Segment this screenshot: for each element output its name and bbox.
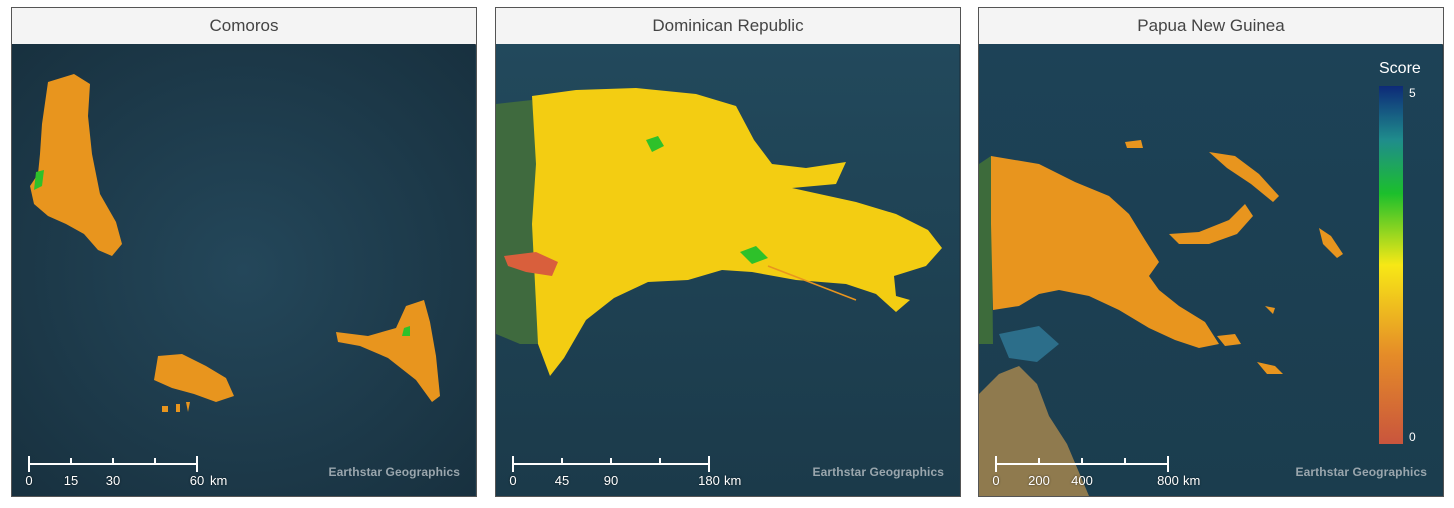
scale-tick-label: 0 <box>25 473 33 488</box>
map-panel-comoros: Comoros <box>11 7 477 497</box>
map-panel-papua-new-guinea: Papua New Guinea <box>978 7 1444 497</box>
green-spot <box>740 246 768 264</box>
islands-milne-bay <box>1217 306 1283 374</box>
island-manus <box>1125 140 1143 148</box>
scale-tick-label: 90 <box>603 473 619 488</box>
map-attribution: Earthstar Geographics <box>328 465 460 479</box>
island-moheli <box>154 354 234 402</box>
scale-unit: km <box>1183 473 1201 488</box>
scale-tick-label: 180 <box>698 473 720 488</box>
score-legend: Score 5 0 <box>1373 60 1433 455</box>
island-grande-comore <box>30 74 122 256</box>
legend-color-ramp <box>1379 86 1403 444</box>
ocean-area <box>12 44 475 496</box>
green-spot <box>646 136 664 152</box>
scale-tick-label: 45 <box>554 473 570 488</box>
scale-tick-label: 0 <box>992 473 1000 488</box>
scale-bar-graphic <box>995 456 1169 472</box>
land-haiti <box>496 100 540 344</box>
scale-tick-label: 400 <box>1071 473 1093 488</box>
island-anjouan <box>336 300 440 402</box>
reef-shallows <box>999 326 1059 362</box>
map-view[interactable]: 0 45 90 180 km Earthstar Geographics <box>496 44 960 496</box>
scale-tick-label: 0 <box>509 473 517 488</box>
country-dominican-republic <box>532 88 942 376</box>
scale-tick-label: 15 <box>63 473 79 488</box>
panel-title: Dominican Republic <box>496 8 960 45</box>
scale-unit: km <box>724 473 742 488</box>
map-canvas <box>496 44 959 496</box>
land-west-new-guinea <box>979 156 993 344</box>
islets-moheli <box>162 402 190 412</box>
map-panel-dominican-republic: Dominican Republic <box>495 7 961 497</box>
country-papua-new-guinea <box>991 156 1219 348</box>
map-canvas <box>12 44 475 496</box>
green-spot <box>402 326 410 336</box>
scale-bar: 0 200 400 800 km <box>992 452 1233 488</box>
island-bougainville <box>1319 228 1343 258</box>
orange-line <box>767 265 857 301</box>
green-spot <box>34 170 44 190</box>
panel-title: Comoros <box>12 8 476 45</box>
scale-tick-label: 200 <box>1028 473 1050 488</box>
map-view[interactable]: Score 5 0 0 200 400 800 km Earthstar Geo… <box>979 44 1443 496</box>
legend-title: Score <box>1379 60 1421 77</box>
scale-tick-label: 800 <box>1157 473 1179 488</box>
scale-bar-graphic <box>28 456 198 472</box>
scale-bar: 0 45 90 180 km <box>509 452 750 488</box>
scale-tick-label: 60 <box>189 473 205 488</box>
map-attribution: Earthstar Geographics <box>812 465 944 479</box>
map-attribution: Earthstar Geographics <box>1295 465 1427 479</box>
panel-title: Papua New Guinea <box>979 8 1443 45</box>
island-new-ireland <box>1209 152 1279 202</box>
scale-unit: km <box>210 473 228 488</box>
legend-min-label: 0 <box>1409 430 1416 444</box>
scale-bar-graphic <box>512 456 710 472</box>
map-view[interactable]: 0 15 30 60 km Earthstar Geographics <box>12 44 476 496</box>
legend-max-label: 5 <box>1409 86 1416 100</box>
scale-bar: 0 15 30 60 km <box>25 452 266 488</box>
orange-area <box>504 252 558 276</box>
scale-tick-label: 30 <box>105 473 121 488</box>
island-new-britain <box>1169 204 1253 244</box>
